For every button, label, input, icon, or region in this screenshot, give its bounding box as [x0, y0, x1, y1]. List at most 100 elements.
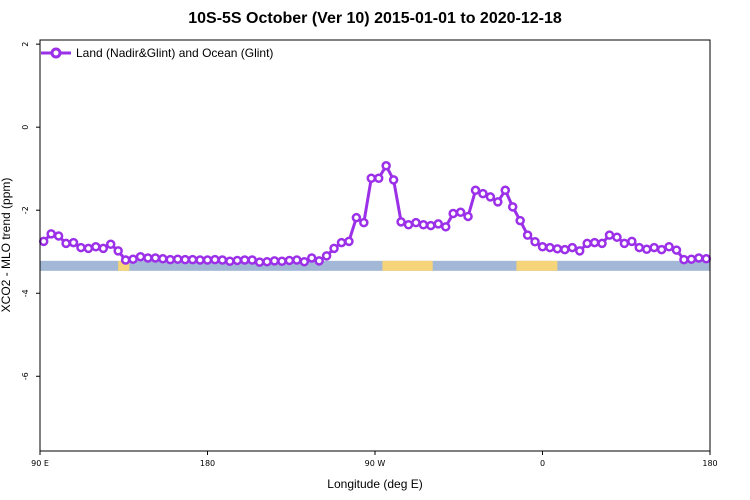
- data-point: [284, 255, 295, 266]
- data-point: [217, 255, 228, 265]
- x-axis: 90 E 180 90 W 0 180: [31, 451, 718, 468]
- data-point: [604, 230, 615, 240]
- data-point: [597, 238, 607, 249]
- data-point: [359, 217, 369, 228]
- data-point: [46, 229, 56, 239]
- data-point: [448, 208, 458, 219]
- land-segment: [516, 260, 558, 271]
- data-point: [53, 231, 64, 241]
- y-tick-label: -2: [21, 206, 30, 214]
- y-tick-label: 2: [21, 42, 30, 47]
- data-point: [180, 254, 190, 265]
- data-point: [143, 253, 153, 263]
- land-ocean-strip: [40, 260, 710, 271]
- x-tick-label: 180: [702, 459, 717, 468]
- data-point: [455, 207, 466, 218]
- data-point: [493, 197, 503, 207]
- data-point: [38, 236, 49, 247]
- data-point: [582, 238, 592, 249]
- data-point: [120, 255, 131, 265]
- data-point: [545, 242, 555, 253]
- legend: Land (Nadir&Glint) and Ocean (Glint): [41, 46, 273, 60]
- data-point: [135, 251, 146, 262]
- data-point: [589, 237, 600, 248]
- data-point: [158, 254, 168, 264]
- x-tick-label: 90 E: [31, 459, 49, 468]
- data-point: [388, 175, 399, 185]
- data-point: [187, 254, 198, 265]
- data-point: [679, 254, 689, 265]
- data-point: [418, 219, 429, 230]
- data-point: [485, 192, 496, 202]
- data-point: [619, 238, 630, 249]
- data-point: [336, 237, 347, 248]
- data-point: [329, 243, 339, 254]
- data-point: [254, 257, 265, 267]
- data-point: [701, 254, 712, 264]
- y-axis-title: XCO2 - MLO trend (ppm): [0, 178, 13, 313]
- land-segment: [382, 260, 433, 271]
- data-point: [426, 220, 436, 231]
- data-point: [98, 243, 109, 254]
- data-point: [694, 253, 704, 263]
- data-point: [232, 255, 243, 266]
- data-point: [172, 254, 183, 264]
- data-point: [105, 239, 116, 250]
- data-point: [515, 215, 525, 226]
- data-point: [530, 237, 540, 247]
- data-point: [649, 242, 659, 253]
- data-point: [202, 255, 213, 265]
- data-point: [612, 232, 622, 242]
- data-point: [165, 254, 176, 265]
- data-point: [344, 236, 354, 247]
- data-point: [195, 255, 205, 265]
- data-point: [403, 219, 414, 230]
- data-point: [656, 244, 667, 255]
- data-point: [299, 256, 310, 267]
- data-point: [470, 185, 481, 196]
- data-point: [686, 254, 697, 264]
- data-point: [150, 253, 161, 263]
- data-point: [225, 256, 235, 267]
- data-point: [478, 188, 488, 199]
- data-point: [411, 217, 421, 228]
- data-point: [627, 236, 637, 247]
- data-point: [396, 217, 406, 227]
- data-point: [262, 256, 272, 267]
- data-point: [634, 242, 645, 253]
- data-point: [83, 243, 94, 254]
- plot-frame: [39, 39, 711, 452]
- land-segment: [118, 260, 130, 271]
- data-point: [507, 202, 518, 212]
- data-point: [500, 185, 511, 196]
- data-point: [537, 241, 548, 252]
- data-point: [113, 246, 123, 256]
- data-point: [560, 244, 570, 255]
- x-tick-label: 180: [200, 459, 215, 468]
- series-layer: [38, 161, 712, 267]
- data-point: [373, 173, 384, 183]
- data-point: [664, 241, 674, 252]
- data-point: [552, 244, 563, 254]
- data-point: [366, 173, 377, 183]
- ocean-band: [40, 260, 710, 271]
- data-point: [433, 219, 444, 229]
- data-point: [522, 230, 533, 240]
- x-tick-label: 0: [540, 459, 545, 468]
- data-point: [306, 253, 317, 263]
- data-point: [351, 212, 362, 223]
- chart-title: 10S-5S October (Ver 10) 2015-01-01 to 20…: [188, 10, 562, 27]
- data-point: [440, 222, 451, 232]
- data-point: [381, 161, 391, 171]
- data-point: [210, 254, 220, 265]
- data-point: [91, 241, 101, 252]
- data-point: [128, 254, 138, 264]
- data-point: [314, 256, 324, 266]
- data-point: [641, 244, 652, 254]
- data-point: [292, 255, 302, 265]
- x-axis-title: Longitude (deg E): [327, 477, 422, 491]
- legend-marker: [50, 47, 62, 59]
- legend-label: Land (Nadir&Glint) and Ocean (Glint): [76, 46, 273, 60]
- y-axis: 2 0 -2 -4 -6: [21, 42, 40, 380]
